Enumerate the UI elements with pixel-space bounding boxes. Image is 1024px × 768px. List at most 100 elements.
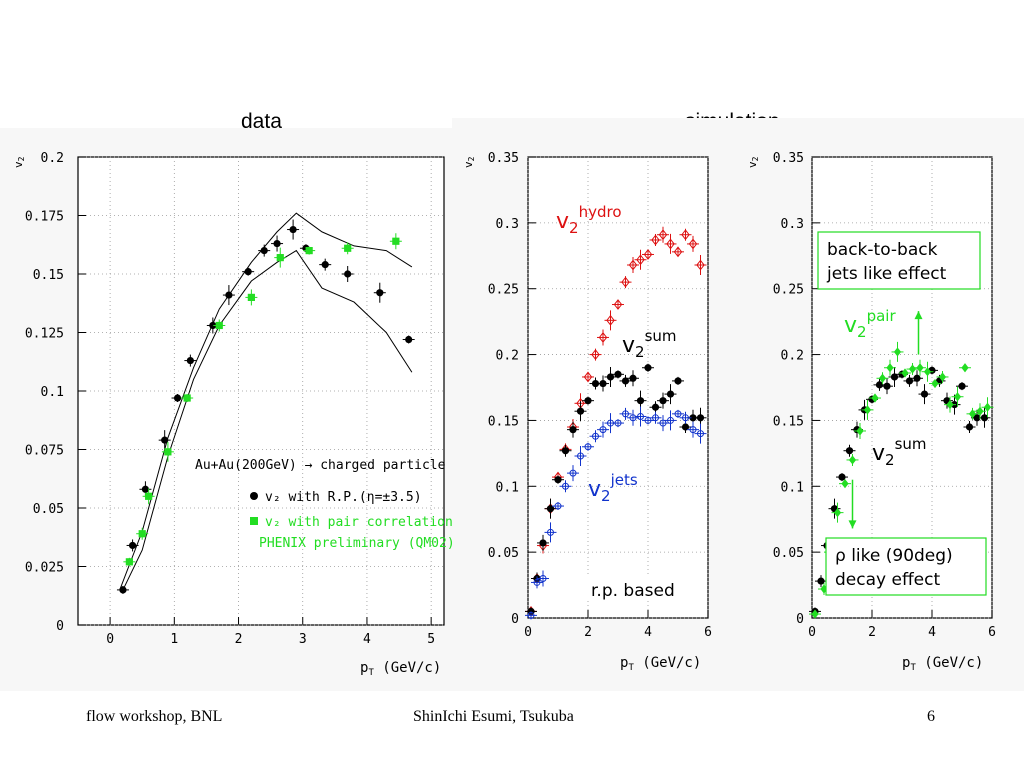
- data-point: [305, 247, 313, 255]
- data-point: [878, 373, 887, 383]
- data-point: [901, 368, 909, 378]
- x-axis-label-sub: T: [628, 663, 634, 673]
- legend-entry-pair: v₂ with pair correlation: [265, 515, 453, 530]
- data-point: [973, 414, 981, 422]
- data-point: [644, 416, 652, 424]
- y-axis-label: v2: [462, 156, 476, 168]
- y-tick-label: 0.15: [488, 414, 519, 429]
- y-tick-label: 0.025: [25, 561, 64, 576]
- x-tick-label: 5: [427, 632, 435, 647]
- data-point: [606, 314, 615, 326]
- data-point: [681, 229, 690, 241]
- annotation-au-au: Au+Au(200GeV) → charged particle: [195, 458, 446, 473]
- data-point: [883, 382, 891, 390]
- data-point: [841, 479, 849, 489]
- data-point: [965, 423, 974, 431]
- data-point: [614, 370, 622, 378]
- data-point: [920, 390, 929, 398]
- data-point: [598, 332, 608, 343]
- x-tick-label: 2: [235, 632, 243, 647]
- data-point: [173, 394, 182, 402]
- x-tick-label: 6: [704, 625, 712, 640]
- y-axis-label: v2: [746, 156, 760, 168]
- series-2: [525, 406, 707, 620]
- data-point: [848, 455, 857, 465]
- data-point: [652, 414, 659, 422]
- data-point: [688, 238, 698, 250]
- box-back-to-back: [817, 231, 981, 290]
- label-sub: 2: [569, 219, 579, 237]
- label-sup: sum: [645, 327, 677, 345]
- data-point: [636, 254, 645, 266]
- data-point: [344, 270, 352, 278]
- data-point: [161, 436, 169, 444]
- data-point: [186, 356, 194, 365]
- data-point: [968, 409, 977, 419]
- data-point: [321, 261, 329, 269]
- x-tick-label: 0: [524, 625, 532, 640]
- data-point: [890, 373, 899, 381]
- data-point: [141, 485, 150, 493]
- chart-data-panel: 0 1 2 3 4 5 0 0.025 0.05 0.075 0.1 0.125 0.15 0.175 0.…: [12, 151, 455, 678]
- label-sub: 2: [635, 343, 645, 361]
- x-tick-label: 4: [644, 625, 652, 640]
- y-tick-label: 0.175: [25, 210, 64, 225]
- x-axis-label-unit: (GeV/c): [916, 655, 983, 671]
- data-point: [961, 363, 969, 373]
- data-point: [289, 225, 297, 234]
- x-axis-label-sub: T: [368, 668, 374, 678]
- data-point: [636, 397, 645, 405]
- data-point: [554, 502, 562, 510]
- y-axis-label-sub: 2: [751, 156, 760, 161]
- label-sub: 2: [601, 487, 611, 505]
- data-point: [682, 414, 689, 422]
- data-point: [614, 419, 622, 427]
- data-point: [863, 405, 872, 415]
- y-tick-label: 0: [796, 612, 804, 627]
- data-point: [666, 390, 675, 398]
- band-lower: [122, 249, 413, 591]
- data-point: [539, 539, 547, 547]
- legend-entry-phenix: PHENIX preliminary (QM02): [259, 536, 455, 551]
- label-sub: 2: [857, 323, 867, 341]
- y-tick-label: 0.35: [488, 151, 519, 166]
- x-axis-label-unit: (GeV/c): [634, 655, 701, 671]
- y-axis-label-sub: 2: [17, 156, 26, 161]
- label-back-to-back-line1: back-to-back: [827, 240, 938, 260]
- label-rho-line1: ρ like (90deg): [835, 546, 953, 566]
- series-1: [525, 363, 707, 616]
- y-tick-label: 0.125: [25, 327, 64, 342]
- y-tick-label: 0.2: [41, 151, 64, 166]
- data-point: [183, 394, 191, 402]
- data-point: [584, 397, 592, 405]
- data-point: [980, 414, 989, 422]
- data-point: [599, 426, 607, 434]
- header-data: data: [241, 110, 282, 133]
- data-point: [637, 412, 644, 420]
- x-tick-label: 2: [868, 625, 876, 640]
- data-point: [893, 347, 902, 357]
- data-point: [871, 393, 879, 403]
- data-point: [225, 291, 233, 299]
- y-tick-label: 0.05: [33, 502, 64, 517]
- data-point: [629, 374, 637, 382]
- data-point: [546, 505, 555, 513]
- data-point: [591, 379, 600, 388]
- data-point: [833, 508, 842, 518]
- data-point: [145, 492, 153, 500]
- y-tick-label: 0.1: [41, 385, 64, 400]
- label-sup: pair: [867, 307, 897, 325]
- y-axis-label: v2: [12, 156, 26, 168]
- x-tick-label: 4: [363, 632, 371, 647]
- x-tick-label: 2: [584, 625, 592, 640]
- data-point: [209, 321, 217, 330]
- data-point: [273, 239, 281, 248]
- data-point: [916, 363, 924, 373]
- data-point: [856, 426, 864, 436]
- label-back-to-back-line2: jets like effect: [826, 264, 947, 284]
- chart-simulation-pair: 0 2 4 6 0 0.05 0.1 0.15 0.2 0.25 0.3 0.35 pT (GeV/c)…: [746, 151, 996, 673]
- label-rp-based: r.p. based: [591, 581, 675, 601]
- data-point: [674, 410, 682, 418]
- data-point: [905, 377, 914, 385]
- data-point: [260, 247, 268, 255]
